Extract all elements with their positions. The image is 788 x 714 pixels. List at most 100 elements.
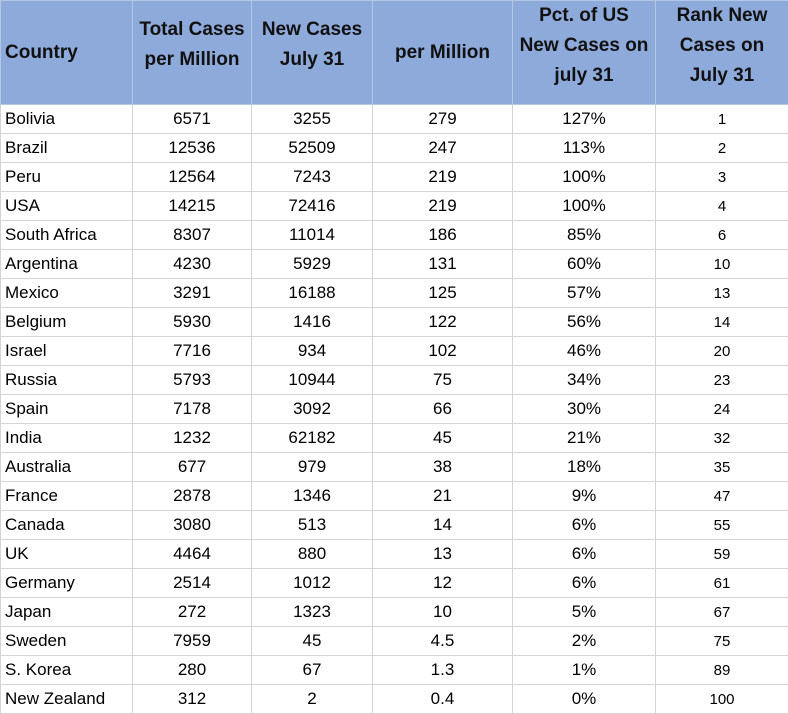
per-million-cell: 12 — [373, 569, 513, 598]
per-million-cell: 247 — [373, 134, 513, 163]
header-line: New Cases on — [513, 31, 655, 61]
table-header: Country Total Cases per Million New Case… — [1, 1, 788, 105]
country-cell: Mexico — [1, 279, 133, 308]
total-cases-per-million-cell: 7959 — [133, 627, 252, 656]
rank-cell: 6 — [656, 221, 788, 250]
country-cell: South Africa — [1, 221, 133, 250]
per-million-cell: 219 — [373, 163, 513, 192]
new-cases-cell: 5929 — [252, 250, 373, 279]
rank-cell: 35 — [656, 453, 788, 482]
country-cell: Sweden — [1, 627, 133, 656]
total-cases-per-million-cell: 7716 — [133, 337, 252, 366]
country-cell: Bolivia — [1, 105, 133, 134]
per-million-cell: 13 — [373, 540, 513, 569]
rank-cell: 32 — [656, 424, 788, 453]
pct-of-us-cell: 0% — [513, 685, 656, 714]
header-per-million: per Million — [373, 1, 513, 105]
header-line: Pct. of US — [513, 1, 655, 31]
new-cases-cell: 62182 — [252, 424, 373, 453]
total-cases-per-million-cell: 12536 — [133, 134, 252, 163]
header-line: New Cases — [252, 15, 372, 45]
new-cases-cell: 1346 — [252, 482, 373, 511]
pct-of-us-cell: 100% — [513, 192, 656, 221]
total-cases-per-million-cell: 3080 — [133, 511, 252, 540]
new-cases-cell: 3092 — [252, 395, 373, 424]
total-cases-per-million-cell: 6571 — [133, 105, 252, 134]
header-new-cases-july-31: New Cases July 31 — [252, 1, 373, 105]
new-cases-cell: 16188 — [252, 279, 373, 308]
country-cell: Japan — [1, 598, 133, 627]
new-cases-cell: 1012 — [252, 569, 373, 598]
per-million-cell: 102 — [373, 337, 513, 366]
rank-cell: 4 — [656, 192, 788, 221]
rank-cell: 14 — [656, 308, 788, 337]
country-cell: New Zealand — [1, 685, 133, 714]
per-million-cell: 38 — [373, 453, 513, 482]
rank-cell: 24 — [656, 395, 788, 424]
per-million-cell: 125 — [373, 279, 513, 308]
pct-of-us-cell: 21% — [513, 424, 656, 453]
total-cases-per-million-cell: 2514 — [133, 569, 252, 598]
new-cases-cell: 880 — [252, 540, 373, 569]
pct-of-us-cell: 5% — [513, 598, 656, 627]
pct-of-us-cell: 46% — [513, 337, 656, 366]
total-cases-per-million-cell: 7178 — [133, 395, 252, 424]
total-cases-per-million-cell: 3291 — [133, 279, 252, 308]
total-cases-per-million-cell: 2878 — [133, 482, 252, 511]
new-cases-cell: 1416 — [252, 308, 373, 337]
country-cell: Brazil — [1, 134, 133, 163]
pct-of-us-cell: 18% — [513, 453, 656, 482]
total-cases-per-million-cell: 12564 — [133, 163, 252, 192]
country-cell: Australia — [1, 453, 133, 482]
per-million-cell: 279 — [373, 105, 513, 134]
per-million-cell: 21 — [373, 482, 513, 511]
new-cases-cell: 11014 — [252, 221, 373, 250]
country-cell: Belgium — [1, 308, 133, 337]
header-line: per Million — [133, 45, 251, 75]
header-line: July 31 — [252, 45, 372, 75]
rank-cell: 89 — [656, 656, 788, 685]
new-cases-cell: 7243 — [252, 163, 373, 192]
total-cases-per-million-cell: 14215 — [133, 192, 252, 221]
header-line: Cases on — [656, 31, 788, 61]
per-million-cell: 45 — [373, 424, 513, 453]
country-cell: Israel — [1, 337, 133, 366]
rank-cell: 2 — [656, 134, 788, 163]
header-row: Country Total Cases per Million New Case… — [1, 1, 788, 105]
total-cases-per-million-cell: 1232 — [133, 424, 252, 453]
header-line: Total Cases — [133, 15, 251, 45]
header-line: per Million — [373, 38, 512, 68]
new-cases-cell: 513 — [252, 511, 373, 540]
pct-of-us-cell: 30% — [513, 395, 656, 424]
per-million-cell: 131 — [373, 250, 513, 279]
rank-cell: 20 — [656, 337, 788, 366]
country-cell: Russia — [1, 366, 133, 395]
pct-of-us-cell: 100% — [513, 163, 656, 192]
rank-cell: 59 — [656, 540, 788, 569]
header-line: July 31 — [656, 61, 788, 91]
per-million-cell: 10 — [373, 598, 513, 627]
pct-of-us-cell: 57% — [513, 279, 656, 308]
per-million-cell: 219 — [373, 192, 513, 221]
country-cell: Canada — [1, 511, 133, 540]
rank-cell: 55 — [656, 511, 788, 540]
country-cell: Peru — [1, 163, 133, 192]
per-million-cell: 14 — [373, 511, 513, 540]
pct-of-us-cell: 9% — [513, 482, 656, 511]
total-cases-per-million-cell: 5793 — [133, 366, 252, 395]
rank-cell: 3 — [656, 163, 788, 192]
country-cell: UK — [1, 540, 133, 569]
